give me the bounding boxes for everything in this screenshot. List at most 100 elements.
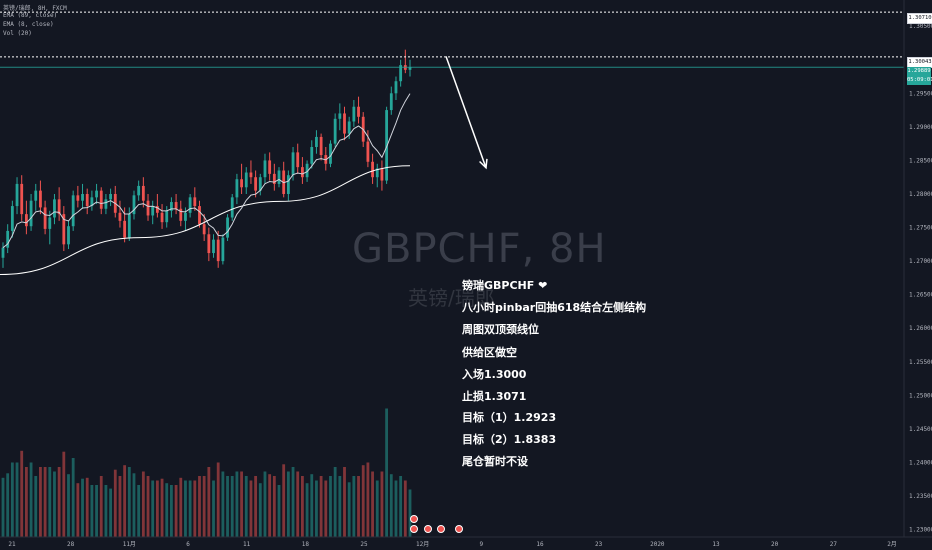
candle-body <box>48 217 52 229</box>
candle-body <box>371 161 374 178</box>
candle-body <box>221 237 225 262</box>
event-markers[interactable] <box>410 515 463 533</box>
volume-bar <box>81 478 84 537</box>
price-tick-label: 1.27500 <box>909 225 932 232</box>
volume-bar <box>333 467 337 537</box>
volume-bar <box>118 476 122 537</box>
candle-body <box>151 206 155 216</box>
candle-body <box>277 170 281 184</box>
volume-bar <box>109 488 113 537</box>
legend-ema-89[interactable]: EMA (89, close) <box>3 12 58 19</box>
candle-body <box>357 106 360 117</box>
volume-bar <box>296 471 300 537</box>
volume-bar <box>338 476 342 537</box>
volume-bar <box>371 471 374 537</box>
volume-bar <box>212 480 215 537</box>
candle-body <box>329 143 332 164</box>
legend-symbol[interactable]: 英镑/瑞郎, 8H, FXCM <box>3 5 67 12</box>
volume-bar <box>155 480 159 537</box>
price-axis[interactable]: 1.305001.300001.295001.290001.285001.280… <box>909 23 932 533</box>
candle-body <box>39 190 42 208</box>
volume-bar <box>132 473 136 537</box>
volume-bar <box>62 451 66 537</box>
candle-body <box>43 207 47 229</box>
ema-slow-line <box>0 165 411 276</box>
candle-body <box>188 197 192 213</box>
event-marker-icon[interactable] <box>455 525 463 533</box>
candle-body <box>366 141 370 162</box>
price-tick-label: 1.26500 <box>909 292 932 299</box>
volume-bar <box>48 467 52 537</box>
volume-bar <box>366 462 370 537</box>
candles <box>1 49 412 268</box>
volume-bar <box>324 480 328 537</box>
time-axis[interactable]: 21 28 11月 6 11 18 25 12月 9 16 23 2020 13 20 27 2月 <box>8 541 896 548</box>
note-line-weekly: 周图双顶颈线位 <box>462 323 539 336</box>
volume-bar <box>193 480 197 537</box>
candle-body <box>95 190 98 198</box>
last-price-tag[interactable]: 1.29889 <box>907 67 931 76</box>
time-tick-label: 12月 <box>416 541 429 548</box>
time-tick-label: 6 <box>186 541 190 548</box>
volume-bar <box>263 471 267 537</box>
volume-bar <box>39 467 42 537</box>
price-tick-label: 1.29500 <box>909 90 932 97</box>
volume-bar <box>329 476 332 537</box>
candle-body <box>67 226 70 245</box>
arrow-shaft <box>445 56 487 169</box>
candle-body <box>226 217 229 238</box>
candle-body <box>347 121 351 134</box>
volume-bar <box>71 458 75 537</box>
volume-bar <box>10 462 14 537</box>
legend-volume[interactable]: Vol (20) <box>3 30 32 37</box>
volume-bar <box>221 471 225 537</box>
volume-bar <box>95 485 98 537</box>
price-tick-label: 1.30500 <box>909 23 932 30</box>
volume-bar <box>291 467 295 537</box>
volume-bar <box>240 471 243 537</box>
price-tick-label: 1.24000 <box>909 459 932 466</box>
event-marker-icon[interactable] <box>424 525 432 533</box>
candle-body <box>174 202 178 209</box>
volume-bar <box>99 476 103 537</box>
volume-bar <box>146 476 150 537</box>
ema-fast-line <box>2 93 411 249</box>
volume-bar <box>179 477 183 537</box>
note-line-tail: 尾仓暂时不设 <box>462 455 528 468</box>
volume-bar <box>357 476 360 537</box>
volume-bar <box>160 478 164 537</box>
volume-bar <box>184 480 187 537</box>
price-tick-label: 1.23500 <box>909 493 932 500</box>
time-tick-label: 13 <box>712 541 720 548</box>
candle-body <box>99 190 103 209</box>
volume-bar <box>230 476 234 537</box>
candle-body <box>212 239 215 254</box>
time-tick-label: 9 <box>480 541 484 548</box>
price-tick-label: 1.27000 <box>909 258 932 265</box>
event-marker-icon[interactable] <box>410 525 418 533</box>
note-line-zone: 供给区做空 <box>462 346 517 359</box>
volume-bar <box>235 471 239 537</box>
candle-body <box>310 147 314 164</box>
volume-bar <box>272 476 276 537</box>
event-marker-icon[interactable] <box>410 515 418 523</box>
volume-bar <box>343 467 346 537</box>
volume-bar <box>226 476 229 537</box>
candle-body <box>118 212 122 221</box>
legend-ema-8[interactable]: EMA (8, close) <box>3 21 54 28</box>
candle-body <box>57 199 61 215</box>
candle-body <box>137 185 141 196</box>
stop-price-tag[interactable]: 1.30710 <box>907 13 932 24</box>
candle-body <box>300 167 304 178</box>
candle-body <box>272 173 276 184</box>
countdown-tag: 05:09:01 <box>907 76 932 85</box>
volume-bar <box>53 471 56 537</box>
volume-bar <box>389 474 393 537</box>
candle-body <box>109 193 113 200</box>
event-marker-icon[interactable] <box>437 525 445 533</box>
volume-bar <box>76 483 80 537</box>
volume-bar <box>385 408 389 537</box>
volume-bar <box>170 485 173 537</box>
volume-bar <box>174 485 178 537</box>
